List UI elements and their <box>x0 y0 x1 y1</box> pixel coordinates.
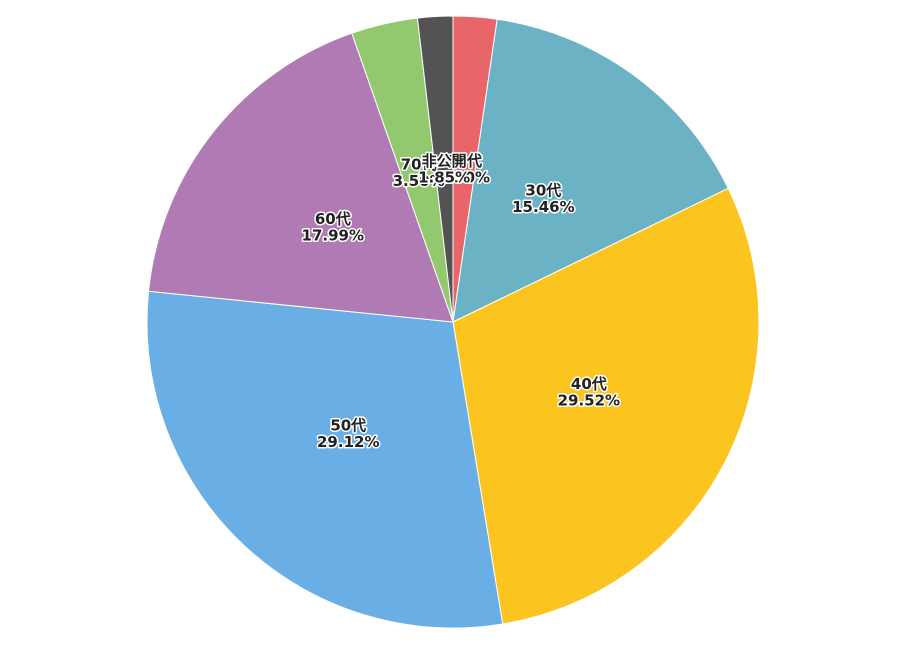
slice-label: 20代 2.30% <box>438 152 490 187</box>
slice-value: 1.85% <box>418 168 470 186</box>
slice-category: 70代 <box>401 155 437 173</box>
slice-value: 15.46% <box>512 197 574 215</box>
slice-label: 30代 15.46% <box>512 181 574 216</box>
pie-slice <box>416 15 454 323</box>
slice-category: 30代 <box>525 181 561 199</box>
pie-slice <box>452 18 729 323</box>
slice-value: 29.52% <box>558 391 620 409</box>
pie-slice <box>146 290 504 629</box>
slice-category: 非公開 <box>422 152 467 170</box>
slice-category: 40代 <box>571 375 607 393</box>
pie-slice <box>452 187 760 625</box>
slice-label: 70代 3.50% <box>393 155 445 190</box>
slice-value: 3.50% <box>393 172 445 190</box>
slice-label: 非公開 1.85% <box>418 152 470 187</box>
slice-category: 60代 <box>315 210 351 228</box>
slice-value: 29.12% <box>317 432 379 450</box>
slice-value: 2.30% <box>438 168 490 186</box>
slice-label: 40代 29.52% <box>558 375 620 410</box>
slice-label: 50代 29.12% <box>317 416 379 451</box>
slice-value: 17.99% <box>302 226 364 244</box>
slice-category: 50代 <box>330 416 366 434</box>
slice-label: 60代 17.99% <box>302 210 364 245</box>
slice-category: 20代 <box>446 152 482 170</box>
